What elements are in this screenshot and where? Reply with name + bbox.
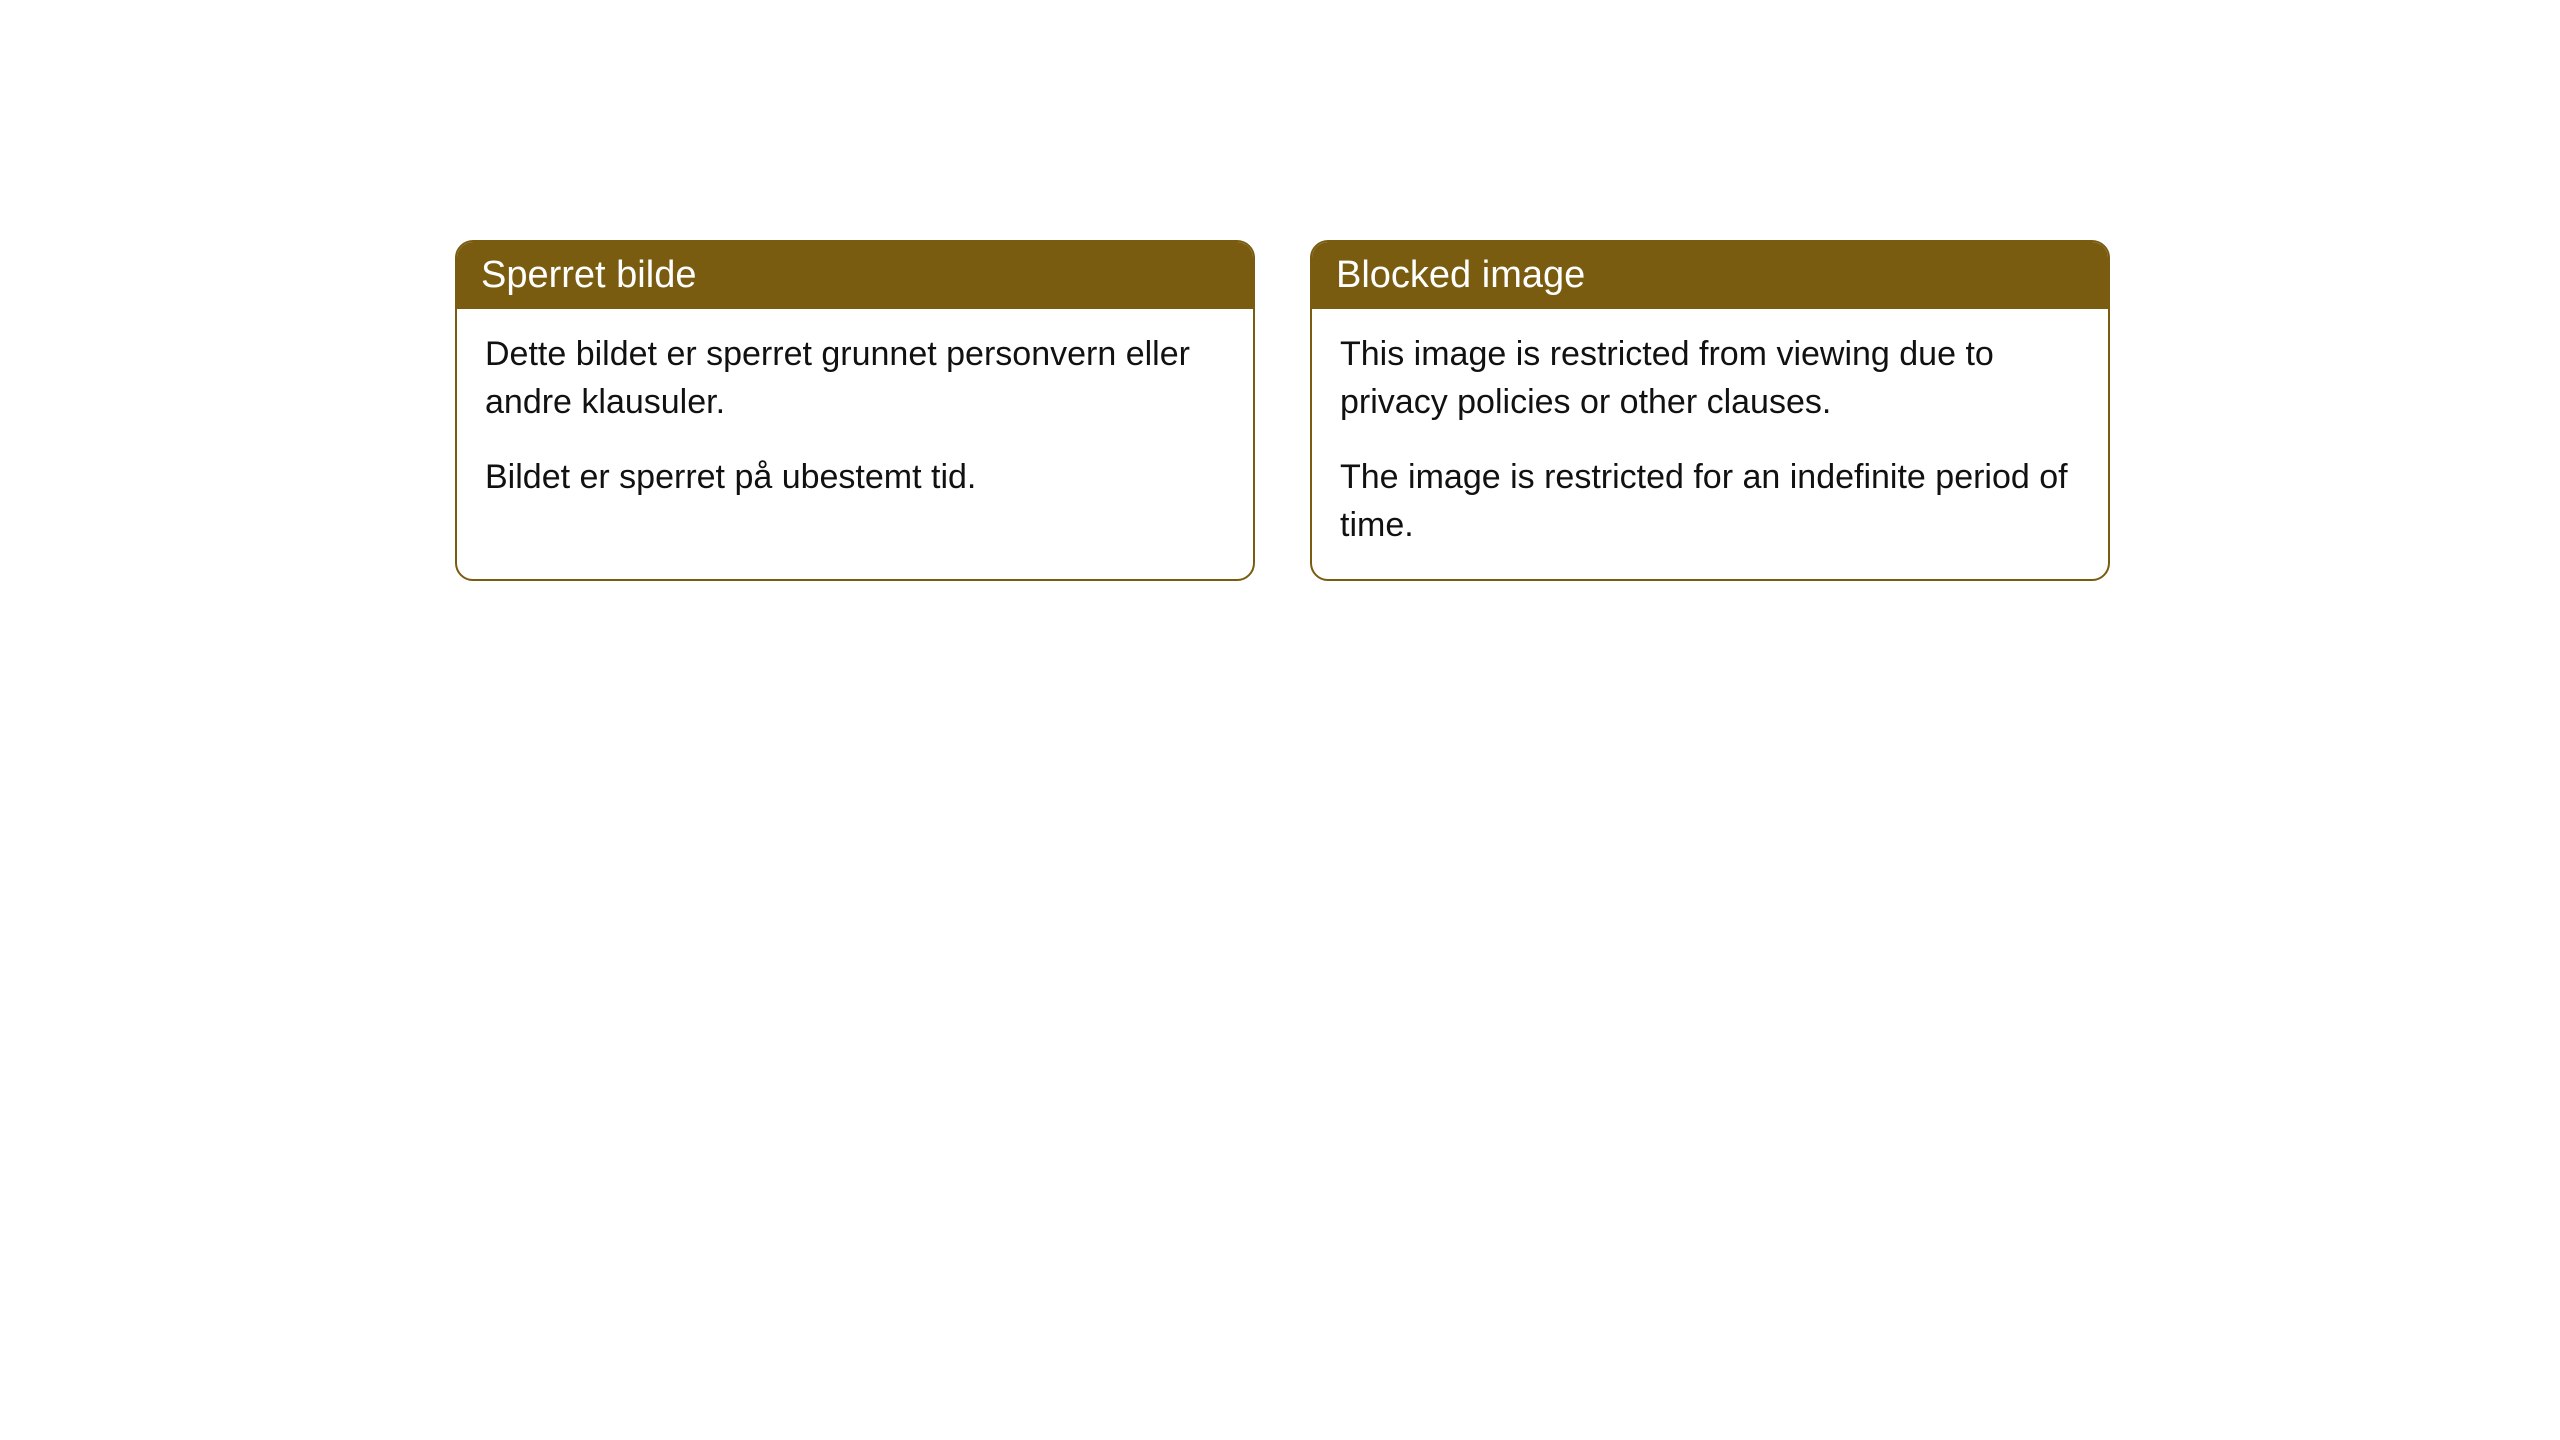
card-body-no: Dette bildet er sperret grunnet personve… bbox=[457, 309, 1253, 532]
blocked-image-card-no: Sperret bilde Dette bildet er sperret gr… bbox=[455, 240, 1255, 581]
notice-text-no-2: Bildet er sperret på ubestemt tid. bbox=[485, 454, 1225, 502]
card-title-no: Sperret bilde bbox=[481, 254, 696, 296]
notice-cards-container: Sperret bilde Dette bildet er sperret gr… bbox=[455, 240, 2560, 581]
card-header-en: Blocked image bbox=[1312, 242, 2108, 309]
notice-text-en-1: This image is restricted from viewing du… bbox=[1340, 331, 2080, 426]
notice-text-no-1: Dette bildet er sperret grunnet personve… bbox=[485, 331, 1225, 426]
card-body-en: This image is restricted from viewing du… bbox=[1312, 309, 2108, 579]
notice-text-en-2: The image is restricted for an indefinit… bbox=[1340, 454, 2080, 549]
card-header-no: Sperret bilde bbox=[457, 242, 1253, 309]
card-title-en: Blocked image bbox=[1336, 254, 1585, 296]
blocked-image-card-en: Blocked image This image is restricted f… bbox=[1310, 240, 2110, 581]
